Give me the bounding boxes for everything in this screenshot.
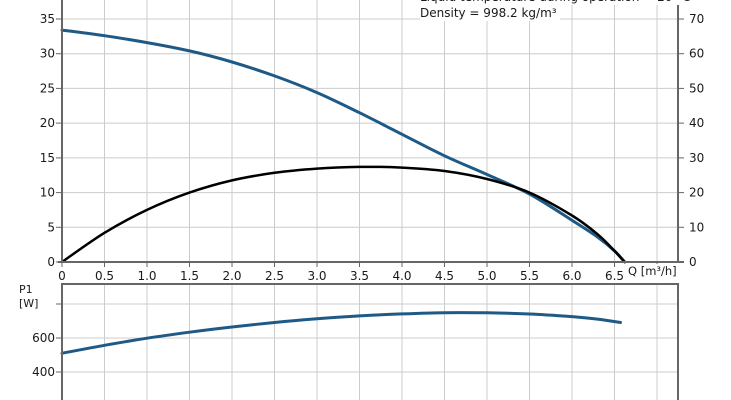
tick-label: 6.0 [562,269,581,282]
tick-label: 15 [40,151,55,165]
tick-label: 2.0 [222,269,241,282]
note-line-1: Liquid temperature during operation = 20… [420,0,694,5]
tick-label: 4.5 [435,269,454,282]
tick-label: 5 [47,220,55,234]
tick-label: 30 [40,47,55,61]
tick-label: 70 [689,12,704,26]
tick-label: 1.5 [180,269,199,282]
tick-label: 60 [689,47,704,61]
tick-label: 0.5 [95,269,114,282]
tick-label: 6.5 [605,269,624,282]
tick-label: 0 [47,255,55,269]
p1-axis-label: P1 [19,283,33,296]
tick-label: 4.0 [392,269,411,282]
tick-label: 0 [58,269,66,282]
tick-label: 3.5 [350,269,369,282]
tick-label: 0 [689,255,697,269]
operating-conditions-note: Liquid temperature during operation = 20… [420,0,694,21]
tick-label: 10 [40,186,55,200]
x-axis-unit-label: Q [m³/h] [628,264,677,278]
p1-axis-label-group: P1 [W] [19,283,38,310]
p1-axis-unit-label: [W] [19,296,39,310]
tick-label: 20 [40,116,55,130]
tick-label: 5.0 [477,269,496,282]
tick-label: 40 [689,116,704,130]
tick-label: 5.5 [520,269,539,282]
tick-label: 400 [32,365,55,379]
head-curve [60,28,627,264]
efficiency-curve [60,165,626,264]
tick-label: 50 [689,81,704,95]
tick-label: 20 [689,186,704,200]
note-line-2: Density = 998.2 kg/m³ [420,5,560,21]
tick-label: 30 [689,151,704,165]
tick-label: 600 [32,331,55,345]
p1-chart: 600 400 [32,283,679,400]
tick-label: 25 [40,81,55,95]
p1-curve [60,311,622,355]
tick-label: 2.5 [265,269,284,282]
tick-label: 35 [40,12,55,26]
tick-label: 1.0 [137,269,156,282]
tick-label: 3.0 [307,269,326,282]
tick-label: 10 [689,220,704,234]
